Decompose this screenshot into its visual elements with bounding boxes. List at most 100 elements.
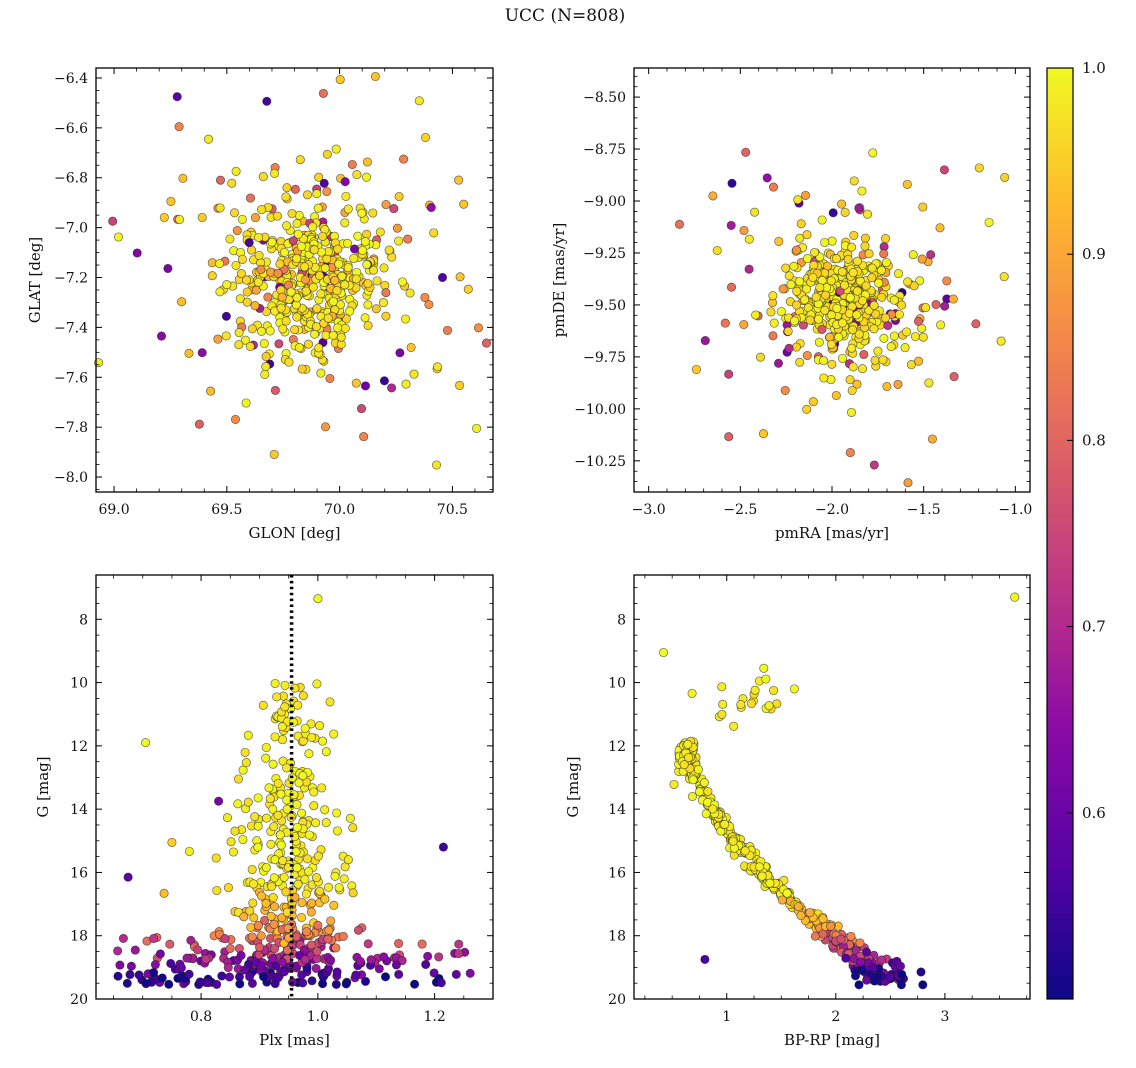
data-point — [879, 333, 889, 343]
data-point — [243, 797, 253, 807]
data-point — [239, 912, 249, 922]
data-point — [221, 311, 231, 321]
data-point — [307, 732, 317, 742]
data-point — [795, 233, 805, 243]
data-point — [268, 893, 278, 903]
data-point — [250, 213, 261, 223]
data-point — [766, 307, 776, 317]
data-point — [949, 372, 959, 382]
data-point — [197, 212, 207, 223]
data-point — [811, 292, 821, 302]
data-point — [300, 874, 310, 884]
data-point — [320, 894, 330, 904]
data-point — [455, 272, 465, 282]
data-point — [263, 292, 273, 302]
data-point — [939, 165, 949, 175]
data-point — [126, 961, 136, 971]
data-point — [401, 379, 411, 389]
data-point — [366, 955, 376, 965]
data-point — [167, 837, 177, 847]
data-point — [237, 214, 247, 224]
data-point — [284, 357, 294, 367]
data-point — [805, 315, 815, 325]
data-point — [245, 906, 255, 916]
data-point — [282, 804, 292, 814]
data-point — [322, 149, 332, 159]
data-point — [303, 339, 314, 349]
data-point — [279, 967, 289, 977]
data-point — [826, 339, 836, 349]
x-tick-label: 70.0 — [324, 502, 355, 518]
data-point — [108, 216, 118, 226]
data-point — [270, 902, 280, 912]
data-point — [256, 326, 267, 336]
data-point — [302, 927, 312, 937]
data-point — [326, 916, 336, 926]
data-point — [363, 939, 373, 949]
data-point — [333, 244, 343, 254]
data-point — [893, 379, 903, 389]
data-point — [177, 297, 187, 307]
data-point — [455, 380, 465, 390]
data-point — [918, 332, 928, 342]
data-point — [926, 250, 936, 260]
data-point — [792, 300, 802, 310]
data-point — [381, 200, 391, 210]
data-point — [370, 71, 380, 82]
data-point — [837, 267, 847, 277]
data-point — [266, 839, 276, 849]
data-point — [232, 226, 242, 236]
data-point — [289, 790, 299, 800]
y-tick-label: 18 — [70, 929, 88, 945]
panel-pm: −3.0 −2.5 −2.0 −1.5 −1.0 −8.50 −8.75 −9.00 −9.25… — [550, 67, 1032, 542]
data-point — [292, 254, 302, 264]
y-tick-label: 12 — [70, 739, 88, 755]
data-point — [889, 331, 899, 341]
data-point — [341, 191, 351, 201]
data-point — [837, 318, 848, 328]
data-point — [150, 960, 160, 970]
data-point — [917, 254, 927, 264]
data-point — [782, 888, 792, 898]
y-tick-label: −6.4 — [54, 71, 88, 87]
data-point — [329, 900, 339, 910]
data-point — [691, 364, 701, 375]
data-point — [436, 978, 446, 988]
data-point — [321, 818, 331, 828]
data-point — [717, 682, 727, 692]
data-point — [282, 795, 292, 805]
data-point — [277, 292, 287, 302]
data-point — [848, 325, 858, 335]
data-point — [868, 963, 879, 973]
data-point — [184, 846, 194, 856]
data-point — [834, 332, 844, 342]
data-point — [394, 938, 404, 949]
data-point — [331, 943, 341, 953]
data-point — [293, 879, 303, 889]
data-point — [379, 952, 389, 962]
data-point — [861, 281, 871, 291]
data-point — [341, 314, 351, 324]
data-point — [849, 176, 859, 186]
data-point — [831, 390, 841, 401]
data-point — [880, 234, 891, 244]
y-tick-label: −9.75 — [583, 350, 626, 366]
data-point — [207, 271, 217, 281]
data-point — [778, 284, 788, 294]
data-point — [238, 834, 248, 845]
data-point — [768, 291, 778, 301]
data-point — [258, 700, 268, 710]
data-point — [360, 976, 371, 986]
data-point — [351, 970, 361, 980]
data-point — [918, 202, 928, 212]
data-point — [984, 217, 994, 227]
data-point — [313, 851, 323, 861]
data-point — [304, 830, 314, 840]
data-point — [319, 178, 329, 188]
data-point — [693, 765, 703, 775]
data-point — [870, 355, 880, 365]
data-point — [339, 874, 349, 884]
data-point — [288, 236, 298, 246]
